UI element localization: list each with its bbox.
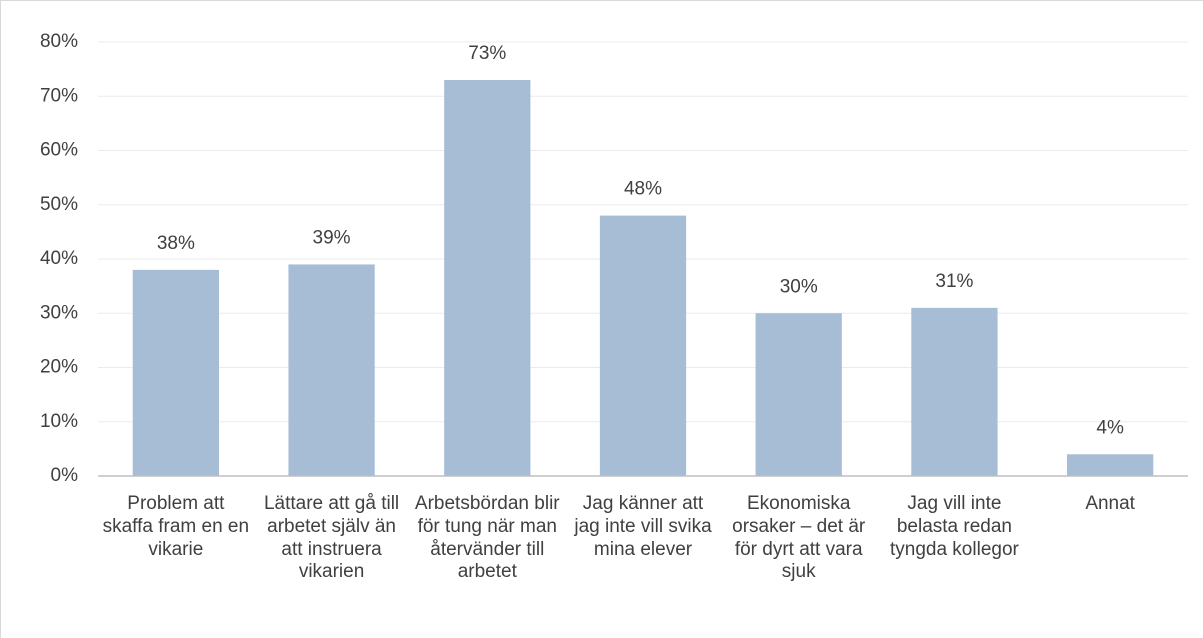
y-tick-label: 80% — [40, 31, 78, 52]
y-tick-label: 40% — [40, 248, 78, 269]
x-tick-label: Jag känner att jag inte vill svika mina … — [574, 493, 712, 560]
bar — [132, 269, 219, 476]
x-tick-label: Jag vill inte belasta redan tyngda kolle… — [889, 493, 1019, 560]
y-tick-label: 0% — [51, 465, 79, 486]
data-label: 4% — [1096, 417, 1124, 438]
bar — [755, 313, 842, 476]
y-tick-label: 30% — [40, 302, 78, 323]
y-tick-label: 60% — [40, 140, 78, 161]
data-label: 38% — [157, 233, 195, 254]
bar — [599, 215, 687, 476]
data-label: 31% — [935, 271, 973, 292]
x-tick-label: Problem att skaffa fram en en vikarie — [102, 493, 250, 560]
x-tick-label: Ekonomiska orsaker – det är för dyrt att… — [732, 493, 866, 583]
y-tick-label: 50% — [40, 194, 78, 215]
bar — [1067, 454, 1154, 476]
y-tick-label: 70% — [40, 85, 78, 106]
bar — [911, 307, 998, 476]
y-tick-label: 10% — [40, 411, 78, 432]
bar — [444, 79, 531, 476]
data-label: 30% — [780, 276, 818, 297]
x-tick-label: Lättare att gå till arbetet själv än att… — [263, 493, 400, 583]
data-label: 73% — [468, 43, 506, 64]
data-label: 48% — [624, 179, 662, 200]
x-tick-label: Arbetsbördan blir för tung när man återv… — [414, 493, 560, 583]
y-tick-label: 20% — [40, 357, 78, 378]
bar — [288, 264, 375, 476]
x-tick-label: Annat — [1085, 493, 1135, 514]
data-label: 39% — [313, 227, 351, 248]
